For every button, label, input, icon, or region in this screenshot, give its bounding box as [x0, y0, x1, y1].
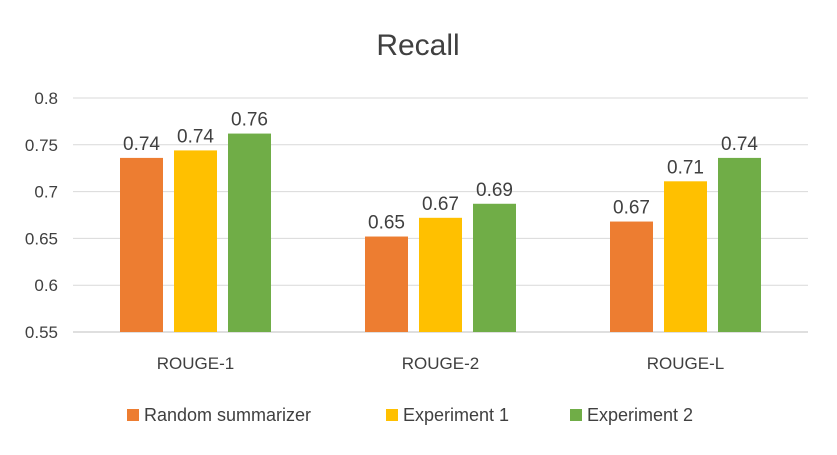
- data-label: 0.74: [721, 134, 758, 155]
- x-category-label: ROUGE-L: [647, 354, 724, 373]
- bar: [120, 157, 163, 332]
- bars: [120, 133, 761, 332]
- bar: [610, 221, 653, 332]
- data-labels: 0.74 0.74 0.76 0.65 0.67 0.69 0.67 0.71 0.74: [123, 110, 758, 234]
- data-label: 0.69: [476, 180, 513, 201]
- data-label: 0.67: [422, 194, 459, 215]
- y-tick-label: 0.55: [25, 323, 58, 342]
- y-tick-label: 0.75: [25, 136, 58, 155]
- category-labels: ROUGE-1 ROUGE-2 ROUGE-L: [157, 354, 724, 373]
- data-label: 0.71: [667, 157, 704, 178]
- legend-label: Experiment 1: [403, 405, 509, 425]
- legend-swatch: [127, 409, 139, 421]
- chart-title: Recall: [376, 29, 459, 62]
- legend-swatch: [570, 409, 582, 421]
- bar: [718, 157, 761, 332]
- y-tick-label: 0.7: [34, 183, 58, 202]
- y-axis-ticks: 0.55 0.6 0.65 0.7 0.75 0.8: [25, 89, 58, 342]
- y-tick-label: 0.65: [25, 229, 58, 248]
- legend-label: Experiment 2: [587, 405, 693, 425]
- bar: [664, 181, 707, 332]
- y-tick-label: 0.6: [34, 276, 58, 295]
- bar: [419, 217, 462, 332]
- bar: [473, 203, 516, 332]
- x-category-label: ROUGE-2: [402, 354, 479, 373]
- legend: Random summarizer Experiment 1 Experiment …: [127, 405, 693, 425]
- data-label: 0.67: [613, 198, 650, 219]
- x-category-label: ROUGE-1: [157, 354, 234, 373]
- data-label: 0.76: [231, 110, 268, 131]
- y-tick-label: 0.8: [34, 89, 58, 108]
- data-label: 0.74: [177, 126, 214, 147]
- bar: [365, 236, 408, 332]
- bar: [174, 150, 217, 332]
- data-label: 0.74: [123, 134, 160, 155]
- bar: [228, 133, 271, 332]
- data-label: 0.65: [368, 213, 405, 234]
- legend-swatch: [386, 409, 398, 421]
- legend-label: Random summarizer: [144, 405, 311, 425]
